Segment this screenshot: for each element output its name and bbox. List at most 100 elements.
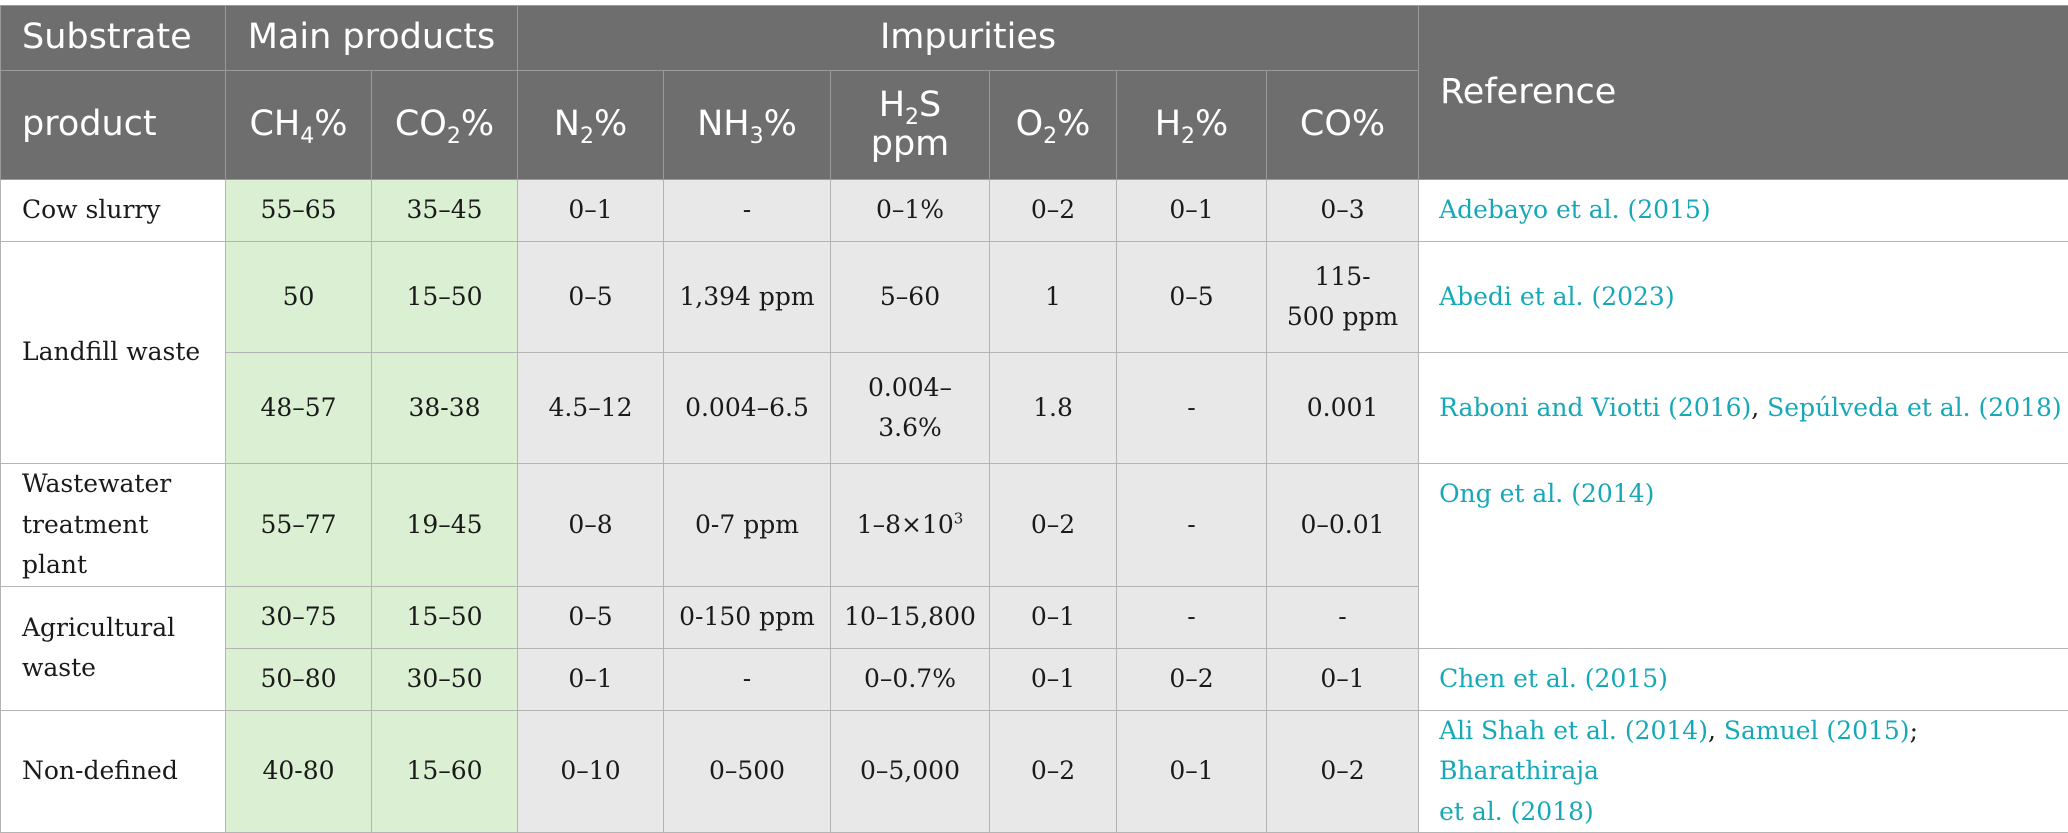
reference-cell: Raboni and Viotti (2016), Sepúlveda et a… bbox=[1419, 353, 2068, 464]
co2-cell: 15–60 bbox=[372, 710, 518, 833]
header-co2: CO2% bbox=[372, 71, 518, 180]
co-cell: 0.001 bbox=[1267, 353, 1419, 464]
reference-cell: Chen et al. (2015) bbox=[1419, 648, 2068, 710]
reference-cell: Ong et al. (2014) bbox=[1419, 464, 2068, 649]
nh3-cell: 0–500 bbox=[664, 710, 831, 833]
h2s-cell: 0.004–3.6% bbox=[831, 353, 990, 464]
reference-link[interactable]: Samuel (2015) bbox=[1724, 716, 1910, 745]
reference-link[interactable]: Chen et al. (2015) bbox=[1439, 664, 1668, 693]
co-cell: 0–1 bbox=[1267, 648, 1419, 710]
nh3-cell: 0.004–6.5 bbox=[664, 353, 831, 464]
co2-cell: 15–50 bbox=[372, 586, 518, 648]
reference-separator: , bbox=[1751, 393, 1767, 422]
co2-cell: 15–50 bbox=[372, 242, 518, 353]
reference-cell: Adebayo et al. (2015) bbox=[1419, 180, 2068, 242]
reference-link[interactable]: Raboni and Viotti (2016) bbox=[1439, 393, 1751, 422]
reference-link[interactable]: Abedi et al. (2023) bbox=[1439, 282, 1675, 311]
nh3-cell: - bbox=[664, 180, 831, 242]
header-main-products: Main products bbox=[226, 6, 518, 71]
biogas-composition-table: Substrate Main products Impurities Refer… bbox=[0, 5, 2068, 833]
co2-cell: 35–45 bbox=[372, 180, 518, 242]
co2-cell: 19–45 bbox=[372, 464, 518, 587]
nh3-cell: 1,394 ppm bbox=[664, 242, 831, 353]
header-ch4: CH4% bbox=[226, 71, 372, 180]
o2-cell: 0–1 bbox=[990, 648, 1117, 710]
reference-cell: Ali Shah et al. (2014), Samuel (2015); B… bbox=[1419, 710, 2068, 833]
header-row-1: Substrate Main products Impurities Refer… bbox=[1, 6, 2068, 71]
reference-separator: , bbox=[1708, 716, 1724, 745]
nh3-cell: 0-7 ppm bbox=[664, 464, 831, 587]
header-nh3: NH3% bbox=[664, 71, 831, 180]
h2s-cell: 1–8×103 bbox=[831, 464, 990, 587]
table-row: 48–57 38-38 4.5–12 0.004–6.5 0.004–3.6% … bbox=[1, 353, 2068, 464]
o2-cell: 0–1 bbox=[990, 586, 1117, 648]
n2-cell: 0–5 bbox=[518, 586, 664, 648]
o2-cell: 0–2 bbox=[990, 710, 1117, 833]
reference-link[interactable]: Ong et al. (2014) bbox=[1439, 479, 1654, 508]
h2-cell: 0–1 bbox=[1117, 180, 1267, 242]
n2-cell: 0–1 bbox=[518, 648, 664, 710]
co2-cell: 30–50 bbox=[372, 648, 518, 710]
reference-link[interactable]: Adebayo et al. (2015) bbox=[1439, 195, 1711, 224]
ch4-cell: 55–65 bbox=[226, 180, 372, 242]
substrate-cell: Cow slurry bbox=[1, 180, 226, 242]
co-cell: 115-500 ppm bbox=[1267, 242, 1419, 353]
co-cell: 0–2 bbox=[1267, 710, 1419, 833]
h2-cell: 0–1 bbox=[1117, 710, 1267, 833]
header-h2: H2% bbox=[1117, 71, 1267, 180]
table-row: Cow slurry 55–65 35–45 0–1 - 0–1% 0–2 0–… bbox=[1, 180, 2068, 242]
ch4-cell: 40-80 bbox=[226, 710, 372, 833]
header-product: product bbox=[1, 71, 226, 180]
h2-cell: - bbox=[1117, 464, 1267, 587]
h2s-cell: 0–5,000 bbox=[831, 710, 990, 833]
h2-cell: - bbox=[1117, 353, 1267, 464]
header-o2: O2% bbox=[990, 71, 1117, 180]
h2-cell: 0–5 bbox=[1117, 242, 1267, 353]
ch4-cell: 48–57 bbox=[226, 353, 372, 464]
reference-link[interactable]: Ali Shah et al. (2014) bbox=[1439, 716, 1708, 745]
header-impurities: Impurities bbox=[518, 6, 1419, 71]
co2-cell: 38-38 bbox=[372, 353, 518, 464]
co-cell: 0–0.01 bbox=[1267, 464, 1419, 587]
reference-separator: ; bbox=[1910, 716, 1918, 745]
o2-cell: 1 bbox=[990, 242, 1117, 353]
o2-cell: 0–2 bbox=[990, 464, 1117, 587]
h2s-cell: 0–0.7% bbox=[831, 648, 990, 710]
h2-cell: 0–2 bbox=[1117, 648, 1267, 710]
o2-cell: 1.8 bbox=[990, 353, 1117, 464]
h2s-cell: 10–15,800 bbox=[831, 586, 990, 648]
ch4-cell: 55–77 bbox=[226, 464, 372, 587]
table-row: Non-defined 40-80 15–60 0–10 0–500 0–5,0… bbox=[1, 710, 2068, 833]
o2-cell: 0–2 bbox=[990, 180, 1117, 242]
table-row: 50–80 30–50 0–1 - 0–0.7% 0–1 0–2 0–1 Che… bbox=[1, 648, 2068, 710]
ch4-cell: 50–80 bbox=[226, 648, 372, 710]
ch4-cell: 50 bbox=[226, 242, 372, 353]
header-co: CO% bbox=[1267, 71, 1419, 180]
h2s-cell: 5–60 bbox=[831, 242, 990, 353]
nh3-cell: - bbox=[664, 648, 831, 710]
h2-cell: - bbox=[1117, 586, 1267, 648]
table-row: Landfill waste 50 15–50 0–5 1,394 ppm 5–… bbox=[1, 242, 2068, 353]
n2-cell: 0–10 bbox=[518, 710, 664, 833]
substrate-cell: Landfill waste bbox=[1, 242, 226, 464]
header-substrate: Substrate bbox=[1, 6, 226, 71]
n2-cell: 0–1 bbox=[518, 180, 664, 242]
reference-cell: Abedi et al. (2023) bbox=[1419, 242, 2068, 353]
header-reference: Reference bbox=[1419, 6, 2068, 180]
h2s-cell: 0–1% bbox=[831, 180, 990, 242]
ch4-cell: 30–75 bbox=[226, 586, 372, 648]
substrate-cell: Non-defined bbox=[1, 710, 226, 833]
co-cell: - bbox=[1267, 586, 1419, 648]
header-n2: N2% bbox=[518, 71, 664, 180]
n2-cell: 0–8 bbox=[518, 464, 664, 587]
n2-cell: 4.5–12 bbox=[518, 353, 664, 464]
reference-link[interactable]: Sepúlveda et al. (2018) bbox=[1767, 393, 2062, 422]
co-cell: 0–3 bbox=[1267, 180, 1419, 242]
nh3-cell: 0-150 ppm bbox=[664, 586, 831, 648]
